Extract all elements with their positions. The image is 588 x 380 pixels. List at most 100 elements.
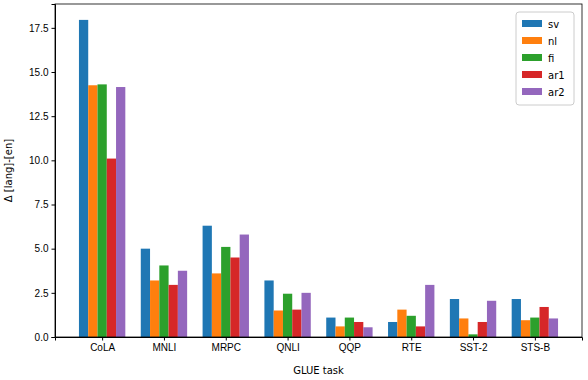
y-tick: 15.0 [29,67,55,78]
bar [107,159,116,337]
y-axis-title: Δ [lang]-[en] [3,139,14,202]
bar [425,285,434,337]
bar [240,235,249,337]
bar [150,280,159,337]
bar [388,322,397,337]
bar [169,285,178,337]
x-tick-label: RTE [402,342,422,353]
bar [274,311,283,337]
bar [212,273,221,337]
bar [397,310,406,337]
y-tick-label: 12.5 [29,111,49,122]
bar [141,249,150,337]
x-tick-label: SST-2 [460,342,488,353]
x-tick-label: MNLI [153,342,177,353]
bar [302,293,311,337]
bar [549,318,558,337]
x-tick-mark [102,337,103,341]
x-tick-mark [473,337,474,341]
y-tick: 17.5 [29,23,55,34]
bar [336,326,345,337]
bar [116,87,125,337]
y-tick-mark [52,116,56,117]
x-axis-line [56,338,583,341]
y-tick-mark [52,28,56,29]
bar [345,318,354,337]
x-tick-mark [535,337,536,341]
y-tick-mark [52,72,56,73]
bar [230,258,239,337]
bar [178,271,187,337]
bar [326,318,335,337]
y-tick-label: 10.0 [29,155,49,166]
y-tick: 5.0 [35,243,55,254]
bar [530,318,539,337]
y-tick: 7.5 [35,199,55,210]
legend-label: nl [548,36,557,47]
y-tick: 2.5 [35,288,55,299]
y-tick-mark [52,160,56,161]
y-axis-line [52,5,56,338]
x-tick: STS-B [521,337,551,353]
bars [79,20,558,337]
plot: 0.0 2.5 5.0 7.5 10.0 12.5 15.0 17.5 CoLA MNLI MRPC… [29,4,582,353]
bar [88,85,97,337]
y-tick-mark [52,205,56,206]
x-tick: CoLA [90,337,115,353]
legend-label: sv [548,19,559,30]
y-tick-label: 0.0 [35,332,49,343]
y-axis: 0.0 2.5 5.0 7.5 10.0 12.5 15.0 17.5 [29,5,55,343]
y-tick-mark [52,293,56,294]
x-tick-label: CoLA [90,342,115,353]
bar [512,299,521,337]
bar [159,265,168,337]
x-tick-mark [288,337,289,341]
x-axis: CoLA MNLI MRPC QNLI QQP RTE SST-2 STS-B [56,337,583,353]
y-tick: 10.0 [29,155,55,166]
x-tick-label: QNLI [276,342,299,353]
legend-swatch [522,88,542,95]
legend-frame [516,12,574,105]
chart: 0.0 2.5 5.0 7.5 10.0 12.5 15.0 17.5 CoLA MNLI MRPC… [0,0,588,380]
x-axis-title: GLUE task [293,365,344,376]
legend-label: ar2 [548,87,565,98]
bar [450,299,459,337]
bar [540,307,549,337]
legend-swatch [522,54,542,61]
x-tick-label: QQP [339,342,362,353]
bar [283,294,292,337]
y-tick-mark [52,337,56,338]
bar [487,301,496,337]
y-tick-label: 5.0 [35,243,49,254]
y-tick-label: 7.5 [35,199,49,210]
bar [459,318,468,337]
bar [416,326,425,337]
x-tick-label: STS-B [521,342,551,353]
bar [363,327,372,337]
y-tick-mark [52,249,56,250]
plot-frame [55,4,582,337]
legend-swatch [522,71,542,78]
x-tick: QQP [339,337,362,353]
bar [407,316,416,337]
legend-swatch [522,20,542,27]
y-tick-label: 2.5 [35,288,49,299]
bar [264,280,273,337]
y-tick-label: 17.5 [29,23,49,34]
y-tick: 0.0 [35,332,55,343]
legend-label: fi [548,53,554,64]
bar [221,247,230,337]
x-tick: MNLI [153,337,177,353]
x-tick: QNLI [276,337,299,353]
bar [98,84,107,337]
x-tick: SST-2 [460,337,488,353]
bar [478,322,487,337]
x-tick-mark [411,337,412,341]
bar [354,322,363,337]
legend: sv nl fi ar1 ar2 [516,12,574,105]
y-tick: 12.5 [29,111,55,122]
legend-label: ar1 [548,70,565,81]
x-tick-mark [349,337,350,341]
x-tick: RTE [402,337,422,353]
x-tick: MRPC [212,337,241,353]
